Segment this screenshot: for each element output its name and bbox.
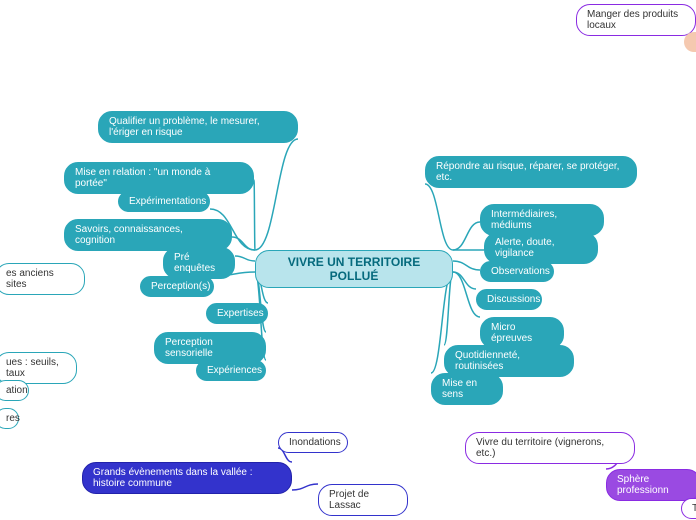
- connector: [425, 184, 453, 250]
- node-label: Expérimentations: [129, 196, 206, 207]
- node-label: Perception sensorielle: [165, 337, 255, 359]
- node-label: Mise en relation : "un monde à portée": [75, 167, 243, 189]
- node-label: ation: [6, 385, 28, 396]
- node-v2[interactable]: Sphère professionn: [606, 469, 696, 501]
- node-label: Alerte, doute, vigilance: [495, 237, 587, 259]
- node-n4[interactable]: Expérimentations: [118, 191, 210, 212]
- connector: [235, 256, 255, 261]
- decorative-blob: [684, 32, 696, 52]
- node-p4[interactable]: res: [0, 408, 19, 429]
- node-label: Mise en sens: [442, 378, 492, 400]
- node-label: Vivre du territoire (vignerons, etc.): [476, 437, 624, 459]
- connector: [453, 261, 480, 270]
- connector: [453, 222, 480, 250]
- node-label: Discussions: [487, 294, 540, 305]
- node-n14[interactable]: Observations: [480, 261, 554, 282]
- node-n8[interactable]: Expertises: [206, 303, 268, 324]
- node-label: Grands évènements dans la vallée : histo…: [93, 467, 281, 489]
- node-label: Expériences: [207, 365, 262, 376]
- node-label: Perception(s): [151, 281, 210, 292]
- node-label: Observations: [491, 266, 550, 277]
- node-label: Intermédiaires, médiums: [491, 209, 593, 231]
- node-label: Tra: [692, 503, 696, 514]
- node-n11[interactable]: Répondre au risque, réparer, se protéger…: [425, 156, 637, 188]
- node-label: Qualifier un problème, le mesurer, l'éri…: [109, 116, 287, 138]
- node-label: Savoirs, connaissances, cognition: [75, 224, 221, 246]
- node-b3[interactable]: Projet de Lassac: [318, 484, 408, 516]
- connector: [255, 139, 298, 250]
- node-label: Répondre au risque, réparer, se protéger…: [436, 161, 626, 183]
- node-label: Micro épreuves: [491, 322, 553, 344]
- node-label: VIVRE UN TERRITOIRE POLLUÉ: [266, 255, 442, 283]
- node-label: Quotidienneté, routinisées: [455, 350, 563, 372]
- central-node[interactable]: VIVRE UN TERRITOIRE POLLUÉ: [255, 250, 453, 288]
- node-p1[interactable]: es anciens sites: [0, 263, 85, 295]
- node-label: res: [6, 413, 20, 424]
- connector: [254, 180, 255, 250]
- node-n3[interactable]: Mise en relation : "un monde à portée": [64, 162, 254, 194]
- connector: [232, 237, 255, 250]
- connector: [453, 272, 476, 289]
- node-label: es anciens sites: [6, 268, 74, 290]
- node-label: Sphère professionn: [617, 474, 690, 496]
- node-n7[interactable]: Perception(s): [140, 276, 214, 297]
- node-n10[interactable]: Expériences: [196, 360, 266, 381]
- node-n15[interactable]: Discussions: [476, 289, 542, 310]
- node-n6[interactable]: Pré enquêtes: [163, 247, 235, 279]
- node-label: ues : seuils, taux: [6, 357, 66, 379]
- node-label: Expertises: [217, 308, 264, 319]
- node-label: Projet de Lassac: [329, 489, 397, 511]
- node-label: Inondations: [289, 437, 341, 448]
- node-n18[interactable]: Mise en sens: [431, 373, 503, 405]
- node-p3[interactable]: ation: [0, 380, 29, 401]
- node-b2[interactable]: Inondations: [278, 432, 348, 453]
- node-v1[interactable]: Vivre du territoire (vignerons, etc.): [465, 432, 635, 464]
- node-label: Manger des produits locaux: [587, 9, 685, 31]
- node-v3[interactable]: Tra: [681, 498, 696, 519]
- node-n1[interactable]: Manger des produits locaux: [576, 4, 696, 36]
- node-b1[interactable]: Grands évènements dans la vallée : histo…: [82, 462, 292, 494]
- node-label: Pré enquêtes: [174, 252, 224, 274]
- connector: [292, 484, 318, 490]
- node-n2[interactable]: Qualifier un problème, le mesurer, l'éri…: [98, 111, 298, 143]
- node-n13[interactable]: Alerte, doute, vigilance: [484, 232, 598, 264]
